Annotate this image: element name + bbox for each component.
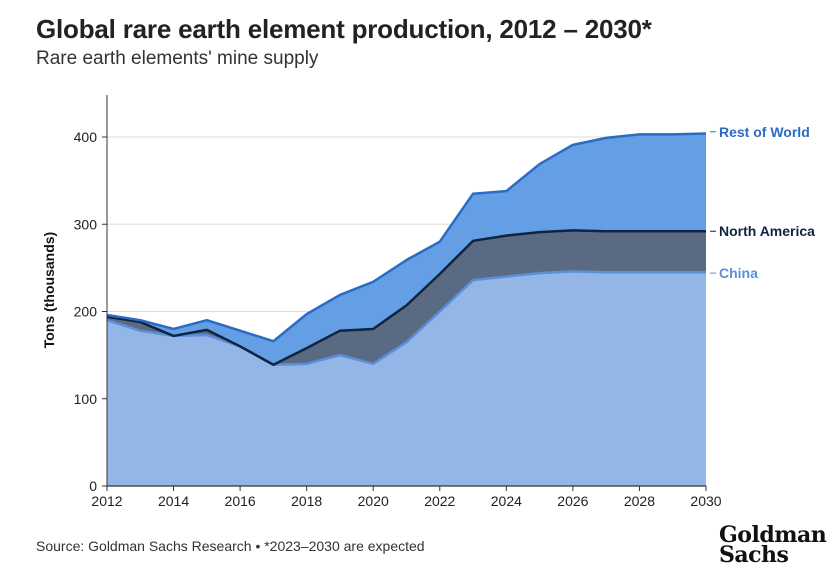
x-tick-label: 2018 xyxy=(291,493,322,509)
series-label-rest-of-world: Rest of World xyxy=(719,124,810,140)
x-tick-label: 2024 xyxy=(491,493,522,509)
line-north-america xyxy=(106,229,706,366)
area-layer xyxy=(107,133,706,486)
line-china xyxy=(106,270,706,366)
line-layer xyxy=(106,132,707,366)
goldman-sachs-logo: Goldman Sachs xyxy=(719,522,827,568)
x-tick-label: 2020 xyxy=(358,493,389,509)
series-label-north-america: North America xyxy=(719,223,815,239)
chart-subtitle: Rare earth elements' mine supply xyxy=(36,48,319,69)
y-tick-label: 100 xyxy=(74,391,98,407)
y-tick-label: 300 xyxy=(74,216,98,232)
x-tick-label: 2028 xyxy=(624,493,655,509)
y-tick-label: 200 xyxy=(74,304,98,320)
area-north-america xyxy=(107,230,706,365)
y-tick-label: 0 xyxy=(89,478,97,494)
y-tick-label: 400 xyxy=(74,129,98,145)
area-rest-of-world xyxy=(107,133,706,365)
x-tick-label: 2022 xyxy=(424,493,455,509)
x-tick-label: 2016 xyxy=(225,493,256,509)
x-tick-label: 2026 xyxy=(557,493,588,509)
x-tick-label: 2012 xyxy=(91,493,122,509)
axes: 0 100 200 300 400 2012 2014 2016 2018 2020 2022 202… xyxy=(74,95,722,509)
logo-line-2: Sachs xyxy=(719,542,789,568)
area-china xyxy=(107,271,706,486)
chart-title: Global rare earth element production, 20… xyxy=(36,14,652,44)
series-label-china: China xyxy=(719,265,758,281)
source-note: Source: Goldman Sachs Research • *2023–2… xyxy=(36,538,425,554)
logo-line-1: Goldman xyxy=(719,522,827,548)
series-labels: China North America Rest of World xyxy=(710,124,815,281)
x-tick-label: 2030 xyxy=(690,493,721,509)
y-axis-label: Tons (thousands) xyxy=(41,232,57,348)
x-tick-label: 2014 xyxy=(158,493,189,509)
line-rest-of-world xyxy=(106,132,707,343)
